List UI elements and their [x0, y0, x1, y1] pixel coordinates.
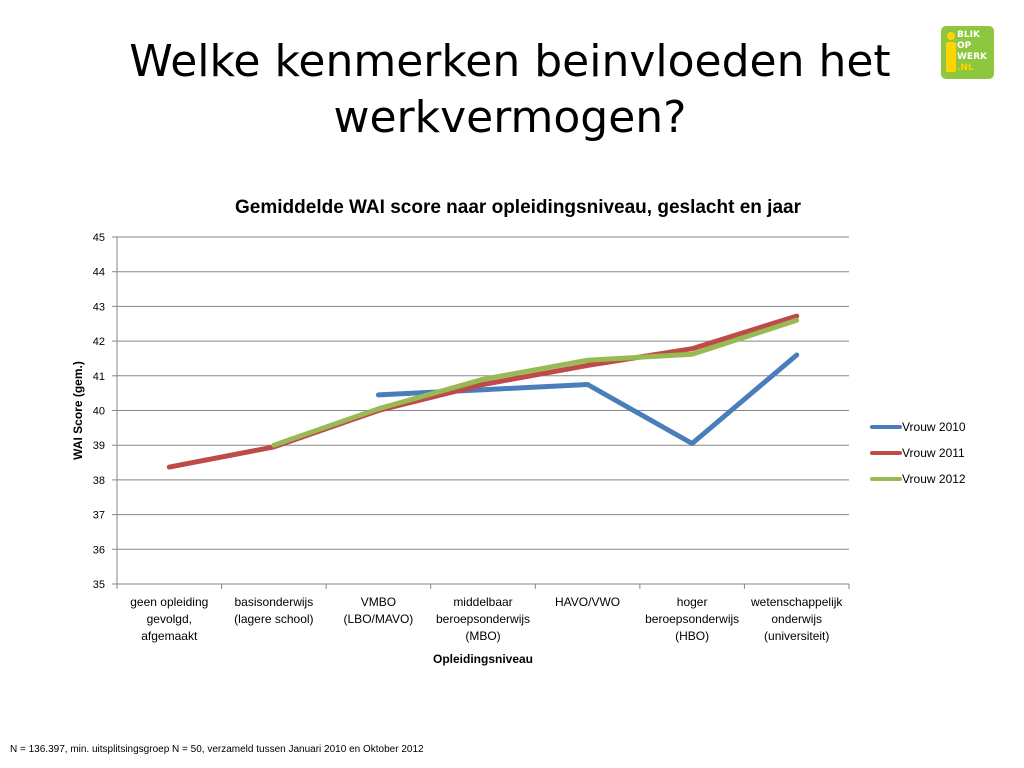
- logo-word: .NL: [957, 63, 974, 73]
- legend-swatch: [870, 451, 902, 455]
- slide-title-line-2: werkvermogen?: [333, 92, 687, 143]
- x-category-label: basisonderwijs (lagere school): [234, 595, 313, 626]
- legend-label: Vrouw 2012: [902, 472, 966, 486]
- logo-word: OP: [957, 41, 972, 51]
- series-line-vrouw-2010: [375, 352, 800, 446]
- legend-label: Vrouw 2011: [902, 446, 965, 460]
- footnote: N = 136.397, min. uitsplitsingsgroep N =…: [10, 744, 424, 755]
- x-category-label: HAVO/VWO: [555, 595, 620, 609]
- person-icon: [946, 32, 956, 72]
- y-tick-label: 43: [93, 301, 105, 313]
- blik-op-werk-logo: BLIK OP WERK .NL: [941, 26, 994, 79]
- series-line-vrouw-2012: [271, 317, 800, 448]
- x-category-label: geen opleiding gevolgd, afgemaakt: [130, 595, 208, 643]
- x-category-label: middelbaar beroepsonderwijs (MBO): [436, 595, 530, 643]
- y-tick-label: 36: [93, 544, 105, 556]
- legend-swatch: [870, 477, 902, 481]
- x-axis-title: Opleidingsniveau: [433, 652, 533, 666]
- slide-title-line-1: Welke kenmerken beinvloeden het: [129, 36, 891, 87]
- logo-word: WERK: [957, 52, 987, 62]
- y-tick-label: 38: [93, 475, 105, 487]
- y-tick-label: 39: [93, 440, 105, 452]
- y-tick-label: 42: [93, 336, 105, 348]
- x-category-label: wetenschappelijk onderwijs (universiteit): [750, 595, 843, 643]
- y-tick-label: 44: [93, 267, 105, 279]
- y-tick-label: 40: [93, 406, 105, 418]
- y-axis-title: WAI Score (gem.): [71, 361, 85, 460]
- chart-title: Gemiddelde WAI score naar opleidingsnive…: [235, 197, 802, 218]
- y-tick-label: 35: [93, 579, 105, 591]
- y-tick-label: 37: [93, 510, 105, 522]
- legend-swatch: [870, 425, 902, 429]
- slide-title: Welke kenmerken beinvloeden het werkverm…: [60, 34, 960, 146]
- logo-word: BLIK: [957, 30, 980, 40]
- y-tick-label: 45: [93, 232, 105, 244]
- x-category-label: VMBO (LBO/MAVO): [344, 595, 414, 626]
- legend-label: Vrouw 2010: [902, 420, 966, 434]
- y-tick-label: 41: [93, 371, 105, 383]
- x-category-label: hoger beroepsonderwijs (HBO): [645, 595, 739, 643]
